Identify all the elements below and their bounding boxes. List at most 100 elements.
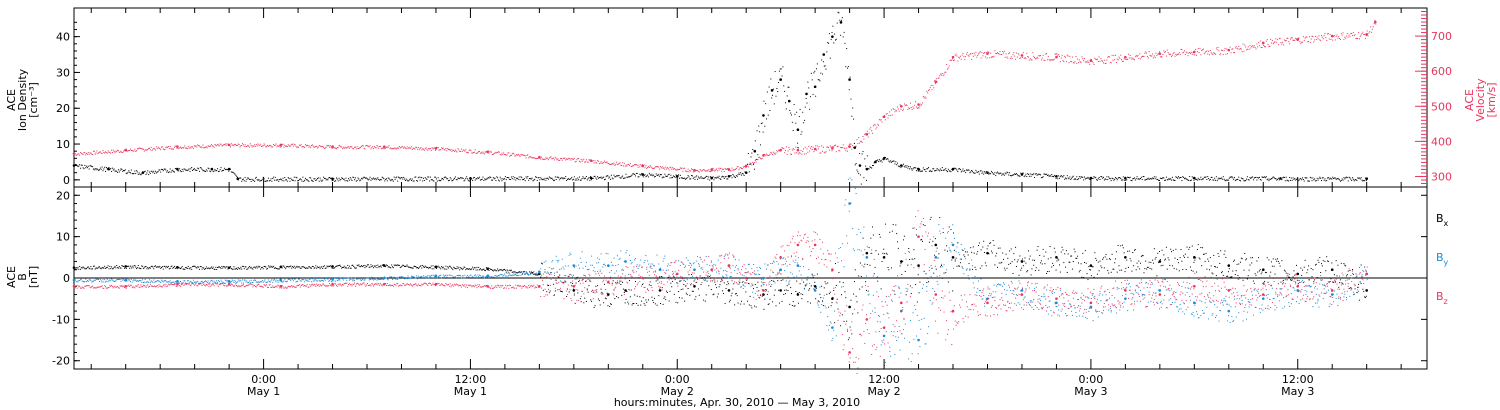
bx-series-trace bbox=[328, 265, 330, 267]
velocity-series-trace bbox=[809, 150, 811, 152]
density-series-trace bbox=[777, 91, 779, 93]
density-series-trace bbox=[701, 177, 703, 179]
bx-series-trace bbox=[424, 265, 426, 267]
velocity-series-trace bbox=[679, 167, 681, 169]
velocity-series-trace bbox=[301, 146, 303, 148]
bx-series-trace bbox=[1289, 276, 1291, 278]
density-series-trace bbox=[904, 165, 906, 167]
bx-series-trace bbox=[1183, 255, 1185, 257]
density-series-trace bbox=[432, 180, 434, 182]
density-series-trace bbox=[759, 144, 761, 146]
velocity-series-trace bbox=[494, 152, 496, 154]
velocity-series-trace bbox=[298, 144, 300, 146]
bx-series-trace bbox=[1278, 262, 1280, 264]
bx-series-trace bbox=[386, 264, 388, 266]
velocity-series-trace bbox=[1059, 55, 1061, 57]
density-series-trace bbox=[75, 164, 77, 166]
density-series-trace bbox=[239, 177, 241, 179]
velocity-series-trace bbox=[612, 163, 614, 165]
density-series-trace bbox=[259, 180, 261, 182]
bx-series-trace bbox=[510, 269, 512, 271]
bx-series-trace bbox=[1358, 283, 1360, 285]
bx-series-trace bbox=[865, 281, 867, 283]
by-series-trace bbox=[101, 281, 103, 283]
by-series-trace bbox=[105, 281, 107, 283]
bx-series-trace bbox=[543, 277, 545, 279]
bx-series-trace bbox=[1129, 258, 1131, 260]
bx-series-trace bbox=[991, 252, 993, 254]
bx-series-trace bbox=[819, 293, 821, 295]
velocity-series-trace bbox=[673, 168, 675, 170]
density-series-trace bbox=[641, 174, 643, 176]
velocity-series-trace bbox=[437, 146, 439, 148]
bx-series-trace bbox=[1075, 257, 1077, 259]
bx-series-trace bbox=[1218, 255, 1220, 257]
velocity-series-trace bbox=[741, 168, 743, 170]
bx-series-trace bbox=[1310, 268, 1312, 270]
density-series-trace bbox=[1031, 173, 1033, 175]
density-series-trace bbox=[146, 172, 148, 174]
bx-series-trace bbox=[1060, 251, 1062, 253]
velocity-series-trace bbox=[227, 144, 229, 146]
velocity-series-trace bbox=[457, 148, 459, 150]
bx-series-trace bbox=[698, 294, 700, 296]
density-series-trace bbox=[373, 178, 375, 180]
velocity-series-trace bbox=[86, 153, 88, 155]
density-series-trace bbox=[389, 179, 391, 181]
bx-series-trace bbox=[342, 266, 344, 268]
density-series-trace bbox=[1289, 179, 1291, 181]
velocity-series-trace bbox=[1252, 46, 1254, 48]
bx-series-trace bbox=[266, 268, 268, 270]
density-series-trace bbox=[1252, 176, 1254, 178]
bx-series-trace bbox=[678, 290, 680, 292]
density-series-trace bbox=[696, 175, 698, 177]
bx-series-trace bbox=[1264, 280, 1266, 282]
density-series-trace bbox=[749, 163, 751, 165]
density-series-trace bbox=[774, 71, 776, 73]
density-series-trace bbox=[164, 168, 166, 170]
velocity-series-trace bbox=[496, 152, 498, 154]
velocity-series-trace bbox=[1008, 53, 1010, 55]
velocity-series-trace bbox=[473, 151, 475, 153]
density-series-trace bbox=[1207, 176, 1209, 178]
density-series-trace bbox=[105, 167, 107, 169]
bx-series-trace bbox=[181, 265, 183, 267]
velocity-series-trace bbox=[1266, 39, 1268, 41]
bx-series-trace bbox=[204, 268, 206, 270]
velocity-series-trace bbox=[131, 149, 133, 151]
density-series-trace bbox=[1308, 180, 1310, 182]
velocity-series-trace bbox=[872, 125, 874, 127]
by-series-trace bbox=[115, 280, 117, 282]
velocity-series-trace bbox=[1225, 53, 1227, 55]
velocity-series-trace bbox=[923, 97, 925, 99]
density-series-trace bbox=[240, 177, 242, 179]
density-series-trace bbox=[347, 180, 349, 182]
velocity-series-trace bbox=[1199, 47, 1201, 49]
bx-series-trace bbox=[1032, 259, 1034, 261]
velocity-series-trace bbox=[1056, 53, 1058, 55]
velocity-series-trace bbox=[499, 154, 501, 156]
density-series-trace bbox=[1204, 176, 1206, 178]
velocity-series-trace bbox=[1183, 50, 1185, 52]
bx-series-trace bbox=[343, 265, 345, 267]
bx-series-trace bbox=[1287, 273, 1289, 275]
bx-series-trace bbox=[1014, 259, 1016, 261]
velocity-series-trace bbox=[740, 167, 742, 169]
velocity-series-trace bbox=[1296, 39, 1298, 41]
density-series-trace bbox=[934, 170, 936, 172]
bx-series-trace bbox=[554, 290, 556, 292]
velocity-series-trace bbox=[1254, 46, 1256, 48]
bx-series-trace bbox=[1357, 286, 1359, 288]
velocity-series-trace bbox=[1206, 50, 1208, 52]
bx-series-trace bbox=[98, 266, 100, 268]
velocity-series-trace bbox=[402, 146, 404, 148]
bx-series-trace bbox=[903, 235, 905, 237]
by-series-trace bbox=[198, 282, 200, 284]
density-series-trace bbox=[637, 176, 639, 178]
density-series-trace bbox=[799, 109, 801, 111]
velocity-series-trace bbox=[1162, 54, 1164, 56]
bx-series-trace bbox=[417, 268, 419, 270]
bx-series-trace bbox=[342, 266, 344, 268]
bx-series-trace bbox=[692, 290, 694, 292]
velocity-series-trace bbox=[991, 56, 993, 58]
